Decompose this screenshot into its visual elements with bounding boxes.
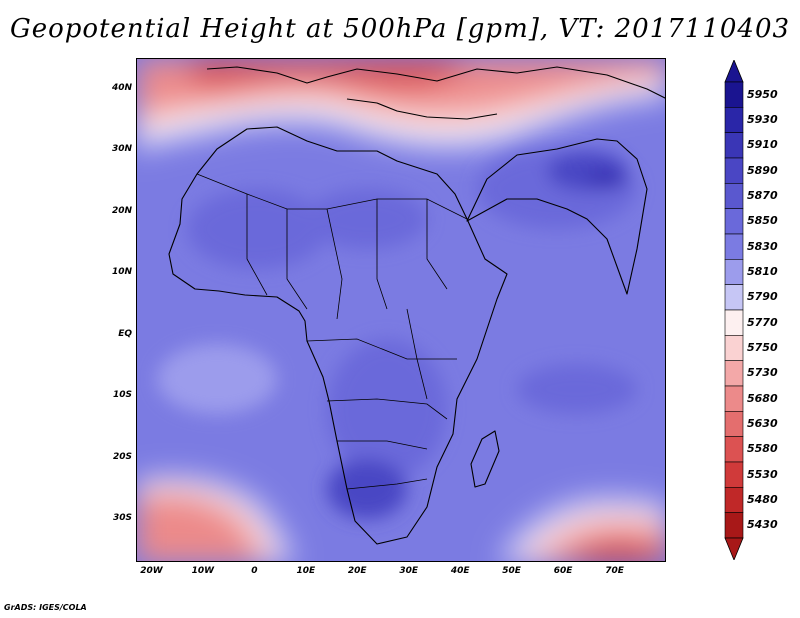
colorbar-level-label: 5790 [747,290,778,304]
geopotential-map [137,59,665,561]
colorbar-level-label: 5480 [747,493,778,506]
colorbar-level-label: 5680 [747,391,778,405]
colorbar-max-arrow [724,60,744,83]
colorbar-swatch [724,259,744,285]
band-5530-se [568,543,665,561]
colorbar-swatch [724,309,744,336]
band-5680-sw [137,495,261,561]
colorbar-swatch [724,385,744,412]
border-sudan-west [376,199,388,310]
colorbar-swatch [724,183,744,209]
colorbar-level-label: 5430 [747,518,778,532]
x-tick-label: 0 [251,566,258,576]
colorbar-swatch [724,284,744,311]
colorbar-swatch [724,512,744,539]
colorbar-level-label: 5930 [747,113,778,126]
africa-coastline [168,126,508,545]
band-5580-north [187,59,467,90]
border-namibia-botswana [337,440,428,450]
colorbar-level-label: 5950 [747,87,778,101]
high-sahara-west [187,189,327,269]
high-indian-ocean [517,364,637,414]
x-tick-label: 20E [347,566,367,576]
border-sudan-east [426,199,448,290]
high-southern-africa [327,459,407,519]
mediterranean-coastline [346,98,498,120]
border-angola-zambia [326,398,448,420]
high-central-africa [327,339,447,479]
high-core-south-asia [587,169,627,189]
colorbar-level-label: 5770 [747,315,778,329]
colorbar-swatch [724,81,744,108]
colorbar-swatch [724,461,744,488]
y-tick-label: 30N [111,144,132,155]
colorbar-swatch [724,335,744,361]
colorbar-swatch [724,208,744,235]
x-tick-label: 10W [191,566,215,576]
border-great-lakes [406,308,428,400]
madagascar-coastline [470,430,500,488]
colorbar-swatch [724,436,744,463]
colorbar-level-label: 5630 [747,417,778,430]
y-tick-label: 10N [111,267,132,278]
x-tick-label: 10E [296,566,316,576]
x-tick-label: 30E [399,566,419,576]
y-tick-label: 30S [112,512,132,523]
y-tick-label: 20S [112,451,132,462]
colorbar [724,60,744,560]
x-tick-label: 20W [140,566,163,576]
colorbar-level-label: 5890 [747,163,778,177]
europe-coastline [206,66,665,99]
colorbar-level-label: 5750 [747,341,778,354]
colorbar-level-label: 5810 [747,265,778,278]
colorbar-level-label: 5730 [747,366,778,380]
country-borders [196,173,468,490]
colorbar-level-label: 5910 [747,138,778,152]
arabia-india-coastline [466,138,648,295]
colorbar-level-label: 5530 [747,467,778,481]
border-chad [326,208,343,320]
colorbar-swatch [724,157,744,184]
x-tick-label: 50E [502,566,521,576]
border-south-africa [346,478,428,490]
colorbar-swatch [724,233,744,260]
high-sahara-east [307,189,427,249]
credit-text: GrADS: IGES/COLA [4,603,87,612]
y-tick-label: EQ [118,328,132,339]
colorbar-level-label: 5580 [747,442,778,456]
x-tick-label: 60E [553,566,573,576]
x-tick-label: 70E [605,566,624,576]
map-panel [136,58,666,562]
colorbar-swatch [724,132,744,159]
colorbar-swatch [724,487,744,513]
chart-title: Geopotential Height at 500hPa [gpm], VT:… [9,14,791,44]
border-mali [246,194,268,296]
y-tick-label: 10S [112,390,132,401]
colorbar-level-label: 5850 [747,214,778,228]
coastlines [168,66,665,545]
y-tick-label: 40N [111,82,132,93]
x-tick-label: 40E [450,566,470,576]
y-tick-label: 20N [111,205,132,216]
colorbar-min-arrow [724,537,744,560]
border-niger [286,209,308,310]
colorbar-swatch [724,411,744,437]
colorbar-swatch [724,107,744,133]
colorbar-level-label: 5830 [747,239,778,253]
low-atlantic [157,344,277,414]
border-congo [306,338,457,360]
colorbar-swatch [724,360,744,387]
colorbar-level-label: 5870 [747,189,778,202]
